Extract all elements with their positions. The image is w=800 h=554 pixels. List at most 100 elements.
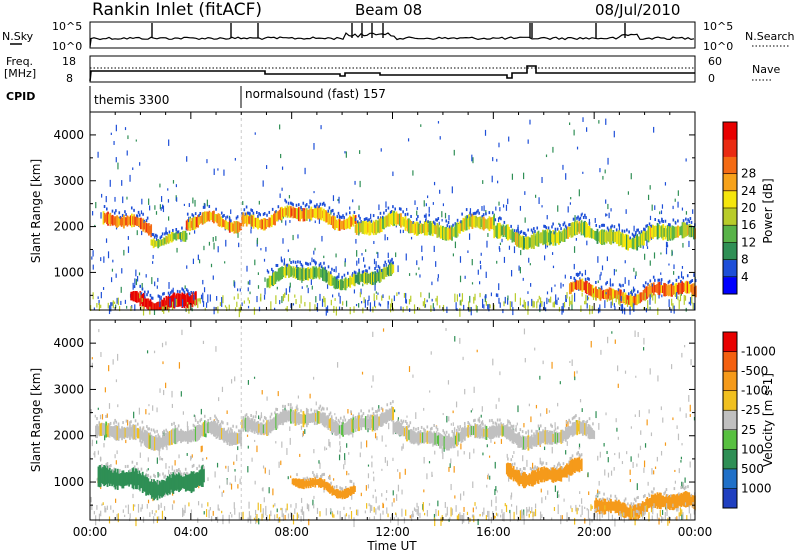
ground-cell — [667, 517, 669, 526]
scatter-cell — [518, 265, 520, 271]
ground-cell — [343, 506, 345, 510]
scatter-cell — [412, 170, 414, 176]
scatter-cell — [94, 224, 96, 227]
ground-cell — [581, 292, 583, 297]
data-cell — [300, 479, 303, 489]
data-cell — [404, 213, 407, 217]
scatter-cell — [212, 275, 214, 280]
scatter-cell — [237, 484, 239, 489]
data-cell — [415, 221, 418, 236]
data-cell — [189, 296, 192, 305]
data-cell — [270, 275, 273, 285]
data-cell — [501, 424, 504, 437]
data-cell — [655, 495, 658, 507]
data-cell — [198, 424, 201, 440]
data-cell — [674, 283, 677, 296]
data-cell — [663, 496, 666, 507]
data-cell — [349, 211, 351, 215]
data-cell — [473, 211, 476, 215]
scatter-cell — [203, 202, 205, 209]
ground-cell — [441, 515, 443, 522]
ground-cell — [611, 514, 614, 520]
data-cell — [235, 216, 238, 220]
data-cell — [267, 219, 270, 227]
data-cell — [641, 231, 644, 246]
scatter-cell — [255, 410, 257, 415]
scatter-cell — [495, 206, 497, 211]
scatter-cell — [434, 450, 436, 455]
data-cell — [132, 216, 134, 225]
data-cell — [203, 211, 206, 224]
data-cell — [521, 430, 524, 434]
data-cell — [604, 232, 607, 243]
ground-cell — [265, 505, 267, 516]
data-cell — [328, 413, 331, 417]
scatter-cell — [574, 215, 576, 223]
scatter-cell — [569, 122, 571, 126]
data-cell — [350, 480, 353, 484]
ground-cell — [403, 292, 406, 298]
data-cell — [476, 424, 479, 439]
data-cell — [609, 229, 611, 244]
scatter-cell — [285, 288, 287, 295]
scatter-cell — [665, 247, 668, 255]
data-cell — [499, 425, 501, 436]
data-cell — [350, 410, 352, 414]
scatter-cell — [684, 344, 686, 348]
data-cell — [494, 421, 497, 425]
data-cell — [595, 286, 597, 300]
data-cell — [367, 273, 370, 283]
ground-cell — [391, 298, 393, 308]
ground-cell — [149, 512, 151, 518]
scatter-cell — [311, 257, 313, 263]
data-cell — [323, 479, 326, 490]
scatter-cell — [104, 506, 106, 513]
data-cell — [268, 421, 271, 433]
ground-cell — [386, 507, 388, 514]
scatter-cell — [161, 342, 164, 348]
ground-cell — [198, 298, 200, 302]
data-cell — [584, 213, 586, 217]
data-cell — [159, 482, 162, 497]
data-cell — [274, 411, 276, 415]
data-cell — [182, 472, 185, 476]
scatter-cell — [501, 509, 503, 514]
data-cell — [222, 214, 224, 218]
data-cell — [464, 216, 467, 231]
data-cell — [115, 420, 118, 424]
ground-cell — [233, 296, 235, 300]
scatter-cell — [117, 162, 119, 170]
scatter-cell — [318, 460, 320, 464]
data-cell — [116, 215, 119, 228]
scatter-cell — [551, 361, 553, 369]
scatter-cell — [172, 180, 175, 184]
colorbar-swatch — [723, 390, 737, 411]
data-cell — [594, 231, 597, 240]
colorbar-swatch — [723, 371, 737, 392]
ground-cell — [512, 307, 514, 316]
data-cell — [649, 279, 652, 283]
data-cell — [112, 215, 115, 226]
data-cell — [286, 411, 289, 421]
data-cell — [585, 423, 588, 437]
data-cell — [473, 419, 475, 423]
data-cell — [99, 464, 102, 487]
scatter-cell — [559, 381, 561, 385]
data-cell — [402, 419, 405, 423]
ground-cell — [294, 294, 296, 298]
data-cell — [670, 494, 672, 498]
scatter-cell — [248, 501, 250, 509]
scatter-cell — [522, 455, 524, 462]
data-cell — [303, 478, 305, 490]
scatter-cell — [309, 393, 311, 399]
ground-cell — [645, 504, 648, 510]
scatter-cell — [256, 445, 258, 453]
data-cell — [297, 267, 299, 280]
data-cell — [262, 218, 265, 231]
ground-cell — [91, 503, 93, 510]
scatter-cell — [541, 497, 543, 504]
scatter-cell — [567, 206, 569, 213]
data-cell — [542, 461, 544, 465]
ground-cell — [581, 505, 583, 515]
scatter-cell — [426, 510, 428, 517]
